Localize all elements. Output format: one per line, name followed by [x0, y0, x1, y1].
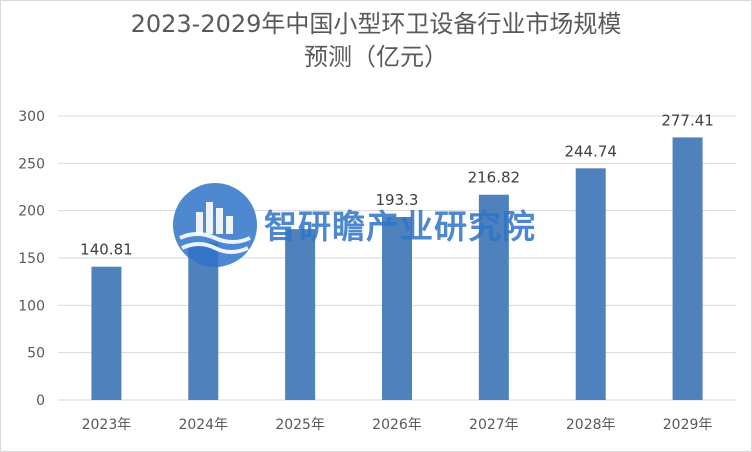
- data-label: 277.41: [661, 111, 714, 129]
- x-tick-label: 2028年: [566, 417, 616, 433]
- y-tick-label: 200: [18, 204, 45, 220]
- bar: [188, 242, 219, 400]
- data-label: 216.82: [468, 169, 521, 187]
- y-tick-label: 0: [36, 393, 45, 409]
- bar: [285, 229, 316, 400]
- chart-title: 2023-2029年中国小型环卫设备行业市场规模 预测（亿元）: [0, 8, 752, 74]
- x-tick-label: 2025年: [275, 417, 325, 433]
- x-tick-label: 2026年: [372, 417, 422, 433]
- chart-title-line-2: 预测（亿元）: [304, 43, 448, 71]
- x-tick-label: 2029年: [663, 417, 713, 433]
- chart-title-line-1: 2023-2029年中国小型环卫设备行业市场规模: [130, 10, 622, 38]
- y-tick-label: 300: [18, 109, 45, 125]
- y-tick-label: 150: [18, 251, 45, 267]
- y-tick-label: 100: [18, 298, 45, 314]
- y-tick-label: 50: [27, 346, 45, 362]
- bar: [478, 194, 509, 400]
- x-tick-label: 2027年: [469, 417, 519, 433]
- x-tick-label: 2023年: [82, 417, 132, 433]
- data-label: 140.81: [80, 241, 133, 259]
- x-tick-label: 2024年: [178, 417, 228, 433]
- bar: [672, 137, 703, 400]
- data-label: 193.3: [376, 191, 419, 209]
- bar: [382, 217, 412, 400]
- bar: [575, 168, 606, 400]
- bar: [91, 266, 122, 400]
- y-tick-label: 250: [18, 156, 45, 172]
- data-label: 244.74: [564, 142, 617, 160]
